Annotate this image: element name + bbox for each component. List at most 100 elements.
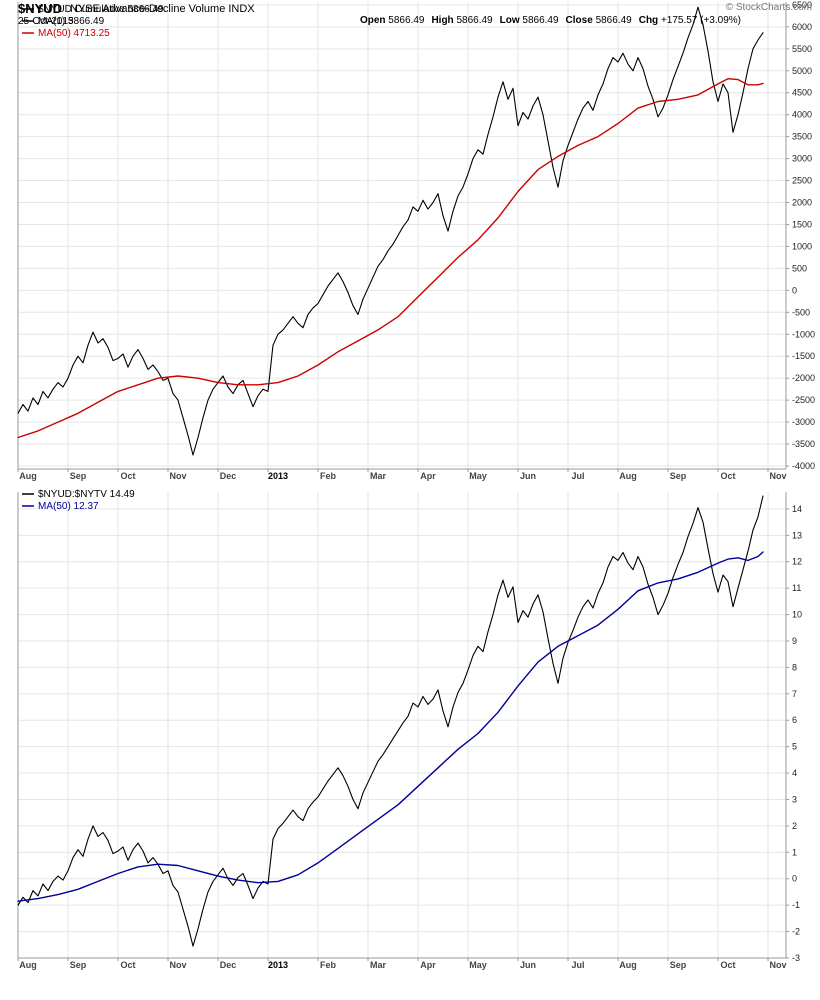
upper-chart-panel: 6500600055005000450040003500300025002000…: [17, 0, 815, 481]
y-tick-label: 1500: [792, 219, 812, 229]
y-tick-label: 5500: [792, 44, 812, 54]
chart-header: $NYUD NYSE Advance-Decline Volume INDX ©…: [0, 0, 820, 28]
quote-open: Open 5866.49: [359, 15, 425, 26]
y-tick-label: 1000: [792, 241, 812, 251]
legend-label: $NYUD Cumulative 5866.49: [38, 4, 164, 15]
x-tick-label: Oct: [120, 471, 135, 481]
plot-border: [17, 492, 787, 959]
y-tick-label: -500: [792, 307, 810, 317]
y-tick-label: -1500: [792, 351, 815, 361]
x-tick-label: Sep: [70, 471, 87, 481]
copyright: © StockCharts.com: [725, 2, 812, 13]
x-tick-label: Jul: [571, 471, 584, 481]
y-tick-label: 6: [792, 715, 797, 725]
y-tick-label: 6000: [792, 22, 812, 32]
x-tick-label: Apr: [420, 960, 436, 970]
x-tick-label: Feb: [320, 471, 337, 481]
y-tick-label: 14: [792, 504, 802, 514]
y-tick-label: 5000: [792, 66, 812, 76]
y-tick-label: -1: [792, 900, 800, 910]
y-tick-label: -2000: [792, 373, 815, 383]
quote-high: High 5866.49: [431, 15, 493, 26]
x-tick-label: May: [469, 960, 487, 970]
symbol: $NYUD: [18, 1, 63, 16]
x-tick-label: Aug: [19, 471, 37, 481]
y-tick-label: -2: [792, 927, 800, 937]
y-tick-label: 7: [792, 689, 797, 699]
y-tick-label: 2500: [792, 176, 812, 186]
y-tick-label: 4000: [792, 110, 812, 120]
y-tick-label: 3000: [792, 154, 812, 164]
chart-title: NYSE Advance-Decline Volume INDX: [70, 3, 255, 15]
quote-strip: Open 5866.49 High 5866.49 Low 5866.49 Close…: [360, 15, 748, 26]
y-tick-label: 8: [792, 662, 797, 672]
gridlines: [17, 492, 789, 959]
y-tick-label: 2000: [792, 198, 812, 208]
x-tick-label: Jul: [571, 960, 584, 970]
legend-label: $NYUD:$NYTV 14.49: [38, 489, 135, 500]
y-tick-label: 12: [792, 557, 802, 567]
x-tick-label: 2013: [268, 471, 288, 481]
x-tick-label: Jun: [520, 960, 536, 970]
y-tick-label: 3500: [792, 132, 812, 142]
y-axis-labels: 6500600055005000450040003500300025002000…: [792, 0, 815, 471]
x-tick-label: Aug: [619, 471, 637, 481]
chart-date: 25-Oct-2013: [18, 16, 74, 27]
x-tick-label: Oct: [720, 960, 735, 970]
y-tick-label: 9: [792, 636, 797, 646]
x-tick-label: Sep: [70, 960, 87, 970]
x-tick-label: Aug: [19, 960, 37, 970]
y-tick-label: -4000: [792, 461, 815, 471]
y-tick-label: 3: [792, 794, 797, 804]
x-tick-label: Dec: [220, 471, 237, 481]
y-tick-label: -3500: [792, 439, 815, 449]
y-tick-label: 4: [792, 768, 797, 778]
y-tick-label: 11: [792, 583, 801, 593]
x-tick-label: Mar: [370, 960, 387, 970]
y-tick-label: -1000: [792, 329, 815, 339]
gridlines: [17, 2, 789, 469]
y-tick-label: 0: [792, 874, 797, 884]
y-tick-label: 13: [792, 530, 802, 540]
y-tick-label: 0: [792, 285, 797, 295]
y-tick-label: -3000: [792, 417, 815, 427]
plot-border: [17, 2, 787, 470]
x-tick-label: Apr: [420, 471, 436, 481]
series-nyud-nytv-ratio: [17, 495, 764, 947]
y-tick-label: 5: [792, 742, 797, 752]
x-tick-label: Jun: [520, 471, 536, 481]
x-tick-label: Nov: [169, 960, 186, 970]
x-axis-labels: Aug Sep Oct Nov Dec 2013 Feb Mar Apr May Jun Jul Aug…: [17, 958, 787, 970]
y-tick-label: 6500: [792, 0, 812, 10]
x-tick-label: Nov: [769, 471, 786, 481]
x-tick-label: Nov: [769, 960, 786, 970]
y-tick-label: 500: [792, 263, 807, 273]
y-tick-label: -3: [792, 953, 800, 963]
legend-label: MA(50) 4713.25: [38, 28, 110, 39]
x-tick-label: Sep: [670, 471, 687, 481]
y-tick-label: 2: [792, 821, 797, 831]
quote-low: Low 5866.49: [499, 15, 559, 26]
x-tick-label: May: [469, 471, 487, 481]
quote-chg: Chg +175.57 (+3.09%): [638, 15, 741, 26]
y-tick-label: 4500: [792, 88, 812, 98]
x-tick-label: Dec: [220, 960, 237, 970]
y-tick-label: 10: [792, 610, 802, 620]
x-tick-label: Nov: [169, 471, 186, 481]
x-tick-label: Aug: [619, 960, 637, 970]
x-tick-label: Sep: [670, 960, 687, 970]
series-ma50-lower: [17, 551, 764, 902]
x-axis-labels: Aug Sep Oct Nov Dec 2013 Feb Mar Apr May Jun Jul Aug…: [17, 469, 787, 481]
legend-label: MA(50) 12.37: [38, 501, 99, 512]
x-tick-label: Oct: [720, 471, 735, 481]
y-tick-label: -2500: [792, 395, 815, 405]
legend-label: MA(1) 5866.49: [38, 16, 105, 27]
x-tick-label: Oct: [120, 960, 135, 970]
x-tick-label: 2013: [268, 960, 288, 970]
x-tick-label: Mar: [370, 471, 387, 481]
